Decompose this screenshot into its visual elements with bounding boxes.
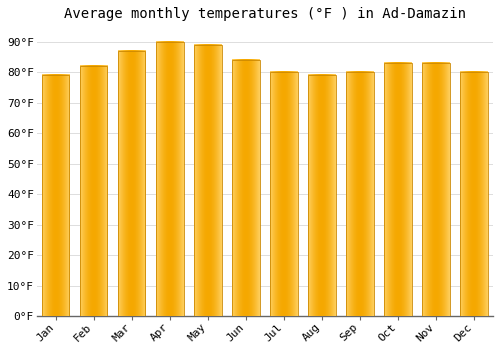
Bar bbox=[460, 72, 487, 316]
Bar bbox=[384, 63, 411, 316]
Bar bbox=[42, 75, 70, 316]
Bar bbox=[156, 42, 184, 316]
Bar bbox=[346, 72, 374, 316]
Title: Average monthly temperatures (°F ) in Ad-Damazin: Average monthly temperatures (°F ) in Ad… bbox=[64, 7, 466, 21]
Bar bbox=[80, 66, 108, 316]
Bar bbox=[308, 75, 336, 316]
Bar bbox=[232, 60, 260, 316]
Bar bbox=[270, 72, 297, 316]
Bar bbox=[118, 51, 146, 316]
Bar bbox=[194, 44, 222, 316]
Bar bbox=[422, 63, 450, 316]
